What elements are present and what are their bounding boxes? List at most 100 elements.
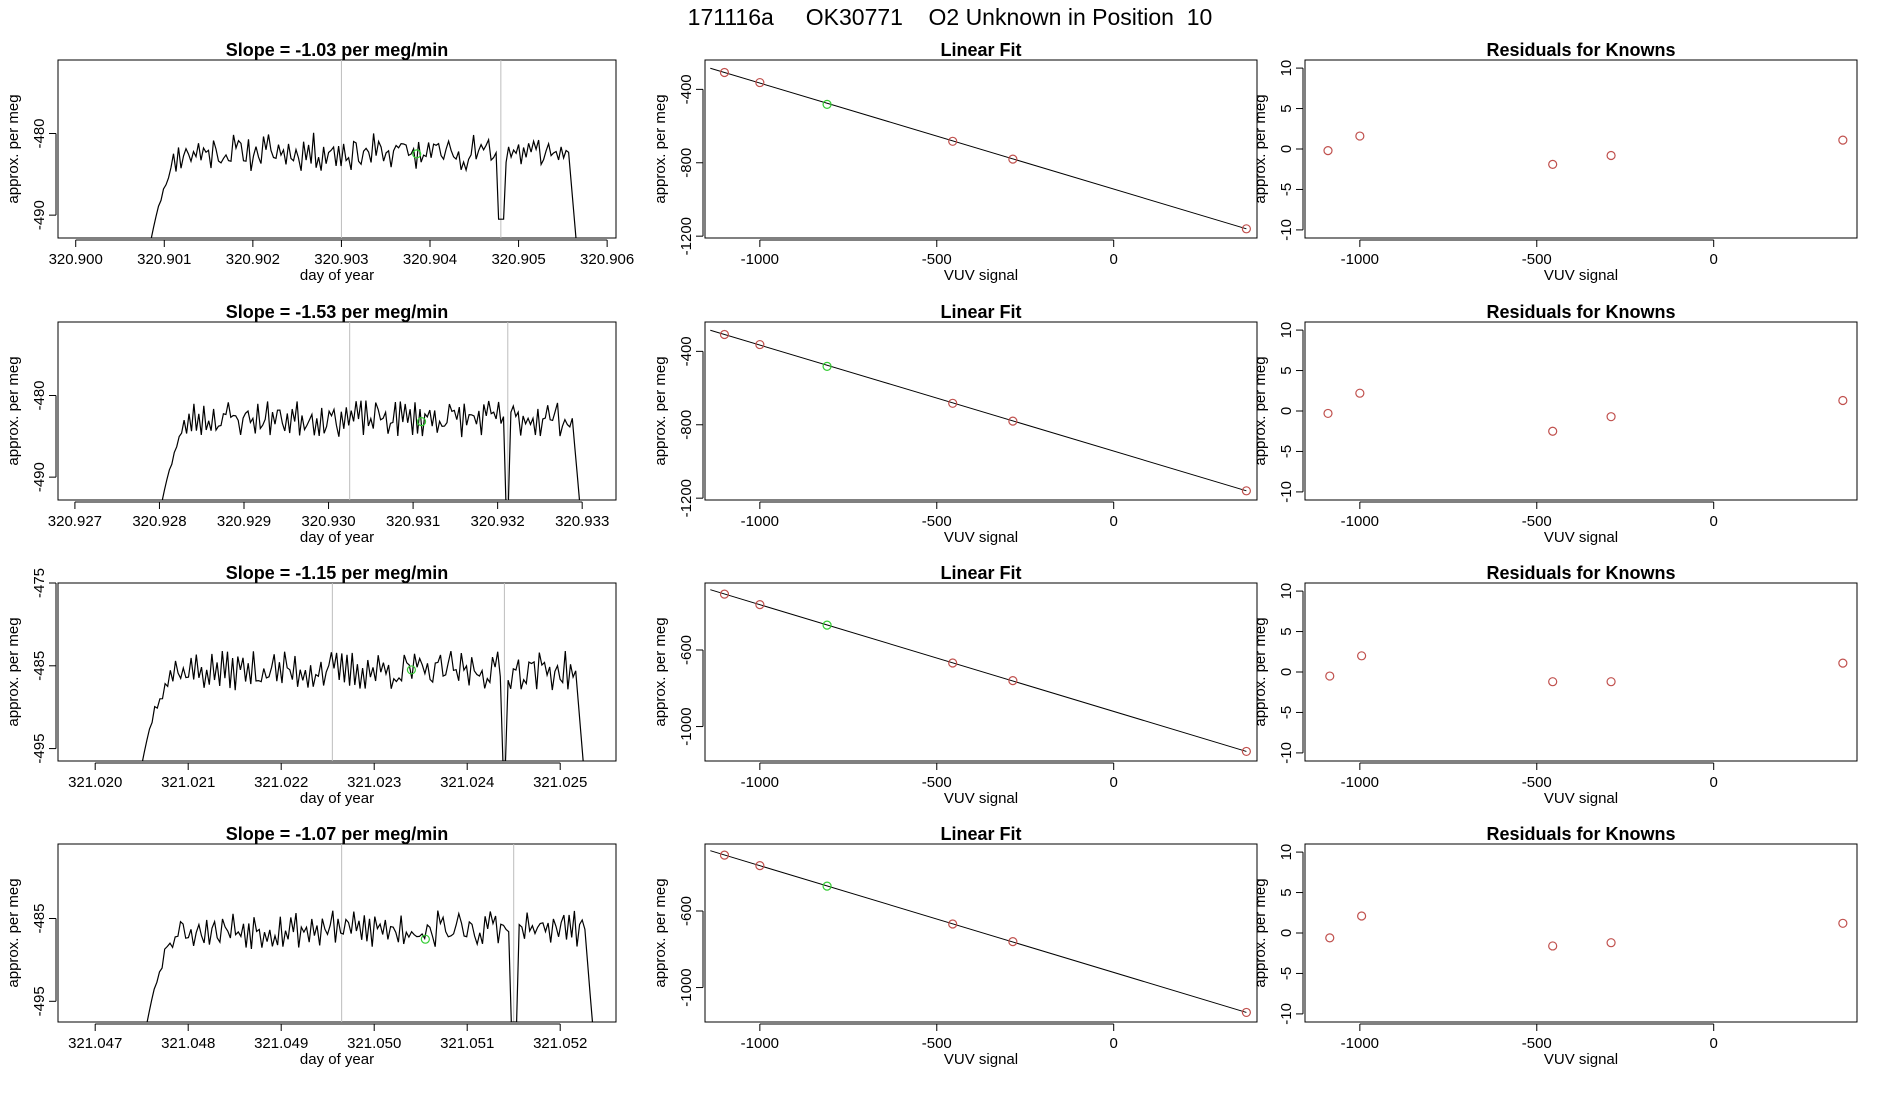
signal-trace [150,132,577,238]
plot-frame [57,321,617,501]
x-tick-label: 321.022 [254,774,308,791]
panel-title: Linear Fit [940,40,1021,60]
unknown-point [822,99,832,110]
x-tick-label: -500 [922,251,952,268]
known-point [948,919,958,929]
x-tick-label: 321.023 [347,774,401,791]
fit-line [710,850,1247,1013]
signal-trace [146,910,594,1022]
page-title: 171116a OK30771 O2 Unknown in Position 1… [687,4,1213,30]
y-tick-label: -10 [1278,742,1295,764]
x-tick-label: -500 [1522,1035,1552,1052]
x-axis-label: VUV signal [944,1051,1018,1068]
y-tick-label: -400 [678,74,695,104]
known-point [755,600,765,610]
y-tick-label: -10 [1278,1003,1295,1025]
residual-point [1548,159,1558,169]
panel-residuals-4: Residuals for Knowns -1000 -500 0 10 5 0 -5 -10 V… [1252,824,1858,1068]
x-tick-label: 0 [1710,251,1718,268]
plot-area [1323,131,1848,169]
residual-point [1606,412,1616,422]
x-tick-label: 321.020 [68,774,122,791]
unknown-point [822,361,832,372]
x-tick-label: 320.931 [386,513,440,530]
known-point [948,136,958,146]
y-tick-label: -400 [678,336,695,366]
x-tick-label: -500 [922,513,952,530]
plot-frame [704,582,1258,762]
y-tick-label: -495 [31,986,48,1016]
x-tick-label: -1000 [741,1035,779,1052]
known-point [1241,746,1251,757]
y-tick-label: -5 [1278,183,1295,196]
y-tick-label: -485 [31,651,48,681]
residual-point [1355,388,1365,398]
fit-line [710,589,1247,752]
y-axis-label: approx. per meg [5,94,22,203]
x-tick-label: 320.904 [403,251,457,268]
x-tick-label: -500 [1522,251,1552,268]
y-tick-label: -5 [1278,445,1295,458]
fit-line [710,329,1247,492]
known-point [719,850,730,860]
residual-point [1325,671,1335,681]
residual-point [1323,408,1333,419]
panel-trace-4: Slope = -1.07 per meg/min 321.047 321.048 3… [5,824,617,1068]
y-tick-label: 5 [1278,627,1295,635]
known-point [1008,937,1018,947]
x-tick-label: -1000 [1341,251,1379,268]
x-tick-label: 320.932 [471,513,525,530]
y-tick-label: 0 [1278,929,1295,937]
residual-point [1838,135,1848,145]
plot-area [710,67,1251,234]
plot-area [1323,388,1848,436]
y-tick-label: -1000 [678,707,695,745]
plot-area [710,850,1251,1018]
y-axis-label: approx. per meg [1252,617,1269,726]
x-tick-label: 321.048 [161,1035,215,1052]
x-axis-label: day of year [300,790,374,807]
panel-title: Residuals for Knowns [1486,302,1675,322]
panel-title: Residuals for Knowns [1486,40,1675,60]
y-axis-label: approx. per meg [1252,878,1269,987]
x-tick-label: 320.901 [137,251,191,268]
unknown-marker [412,149,422,159]
x-tick-label: 321.047 [68,1035,122,1052]
x-tick-label: -1000 [741,251,779,268]
y-axis-label: approx. per meg [1252,94,1269,203]
known-point [755,339,765,350]
y-tick-label: 5 [1278,104,1295,112]
unknown-point [822,620,832,630]
residual-point [1838,918,1848,928]
x-axis-label: VUV signal [944,529,1018,546]
plot-area [146,844,594,1022]
signal-trace [161,400,581,500]
plot-area [1325,651,1848,687]
x-axis-label: VUV signal [1544,1051,1618,1068]
unknown-point [822,881,832,891]
plot-frame [1304,843,1858,1023]
x-tick-label: 321.052 [533,1035,587,1052]
x-tick-label: -500 [1522,774,1552,791]
y-tick-label: 0 [1278,407,1295,415]
y-tick-label: -1200 [678,479,695,517]
plot-frame [704,321,1258,501]
known-point [948,398,958,408]
y-tick-label: 5 [1278,366,1295,374]
y-tick-label: -490 [31,462,48,492]
residual-point [1325,933,1335,943]
x-tick-label: 321.025 [533,774,587,791]
x-tick-label: -1000 [1341,1035,1379,1052]
plot-frame [1304,321,1858,501]
y-tick-label: -10 [1278,219,1295,241]
residual-point [1606,938,1616,948]
unknown-marker [420,934,430,944]
known-point [755,861,765,871]
known-point [1008,154,1018,164]
panel-title: Residuals for Knowns [1486,824,1675,844]
fit-line [710,67,1247,230]
residual-point [1357,651,1367,661]
known-point [1008,676,1018,686]
panel-residuals-3: Residuals for Knowns -1000 -500 0 10 5 0 -5 -10 V… [1252,563,1858,807]
